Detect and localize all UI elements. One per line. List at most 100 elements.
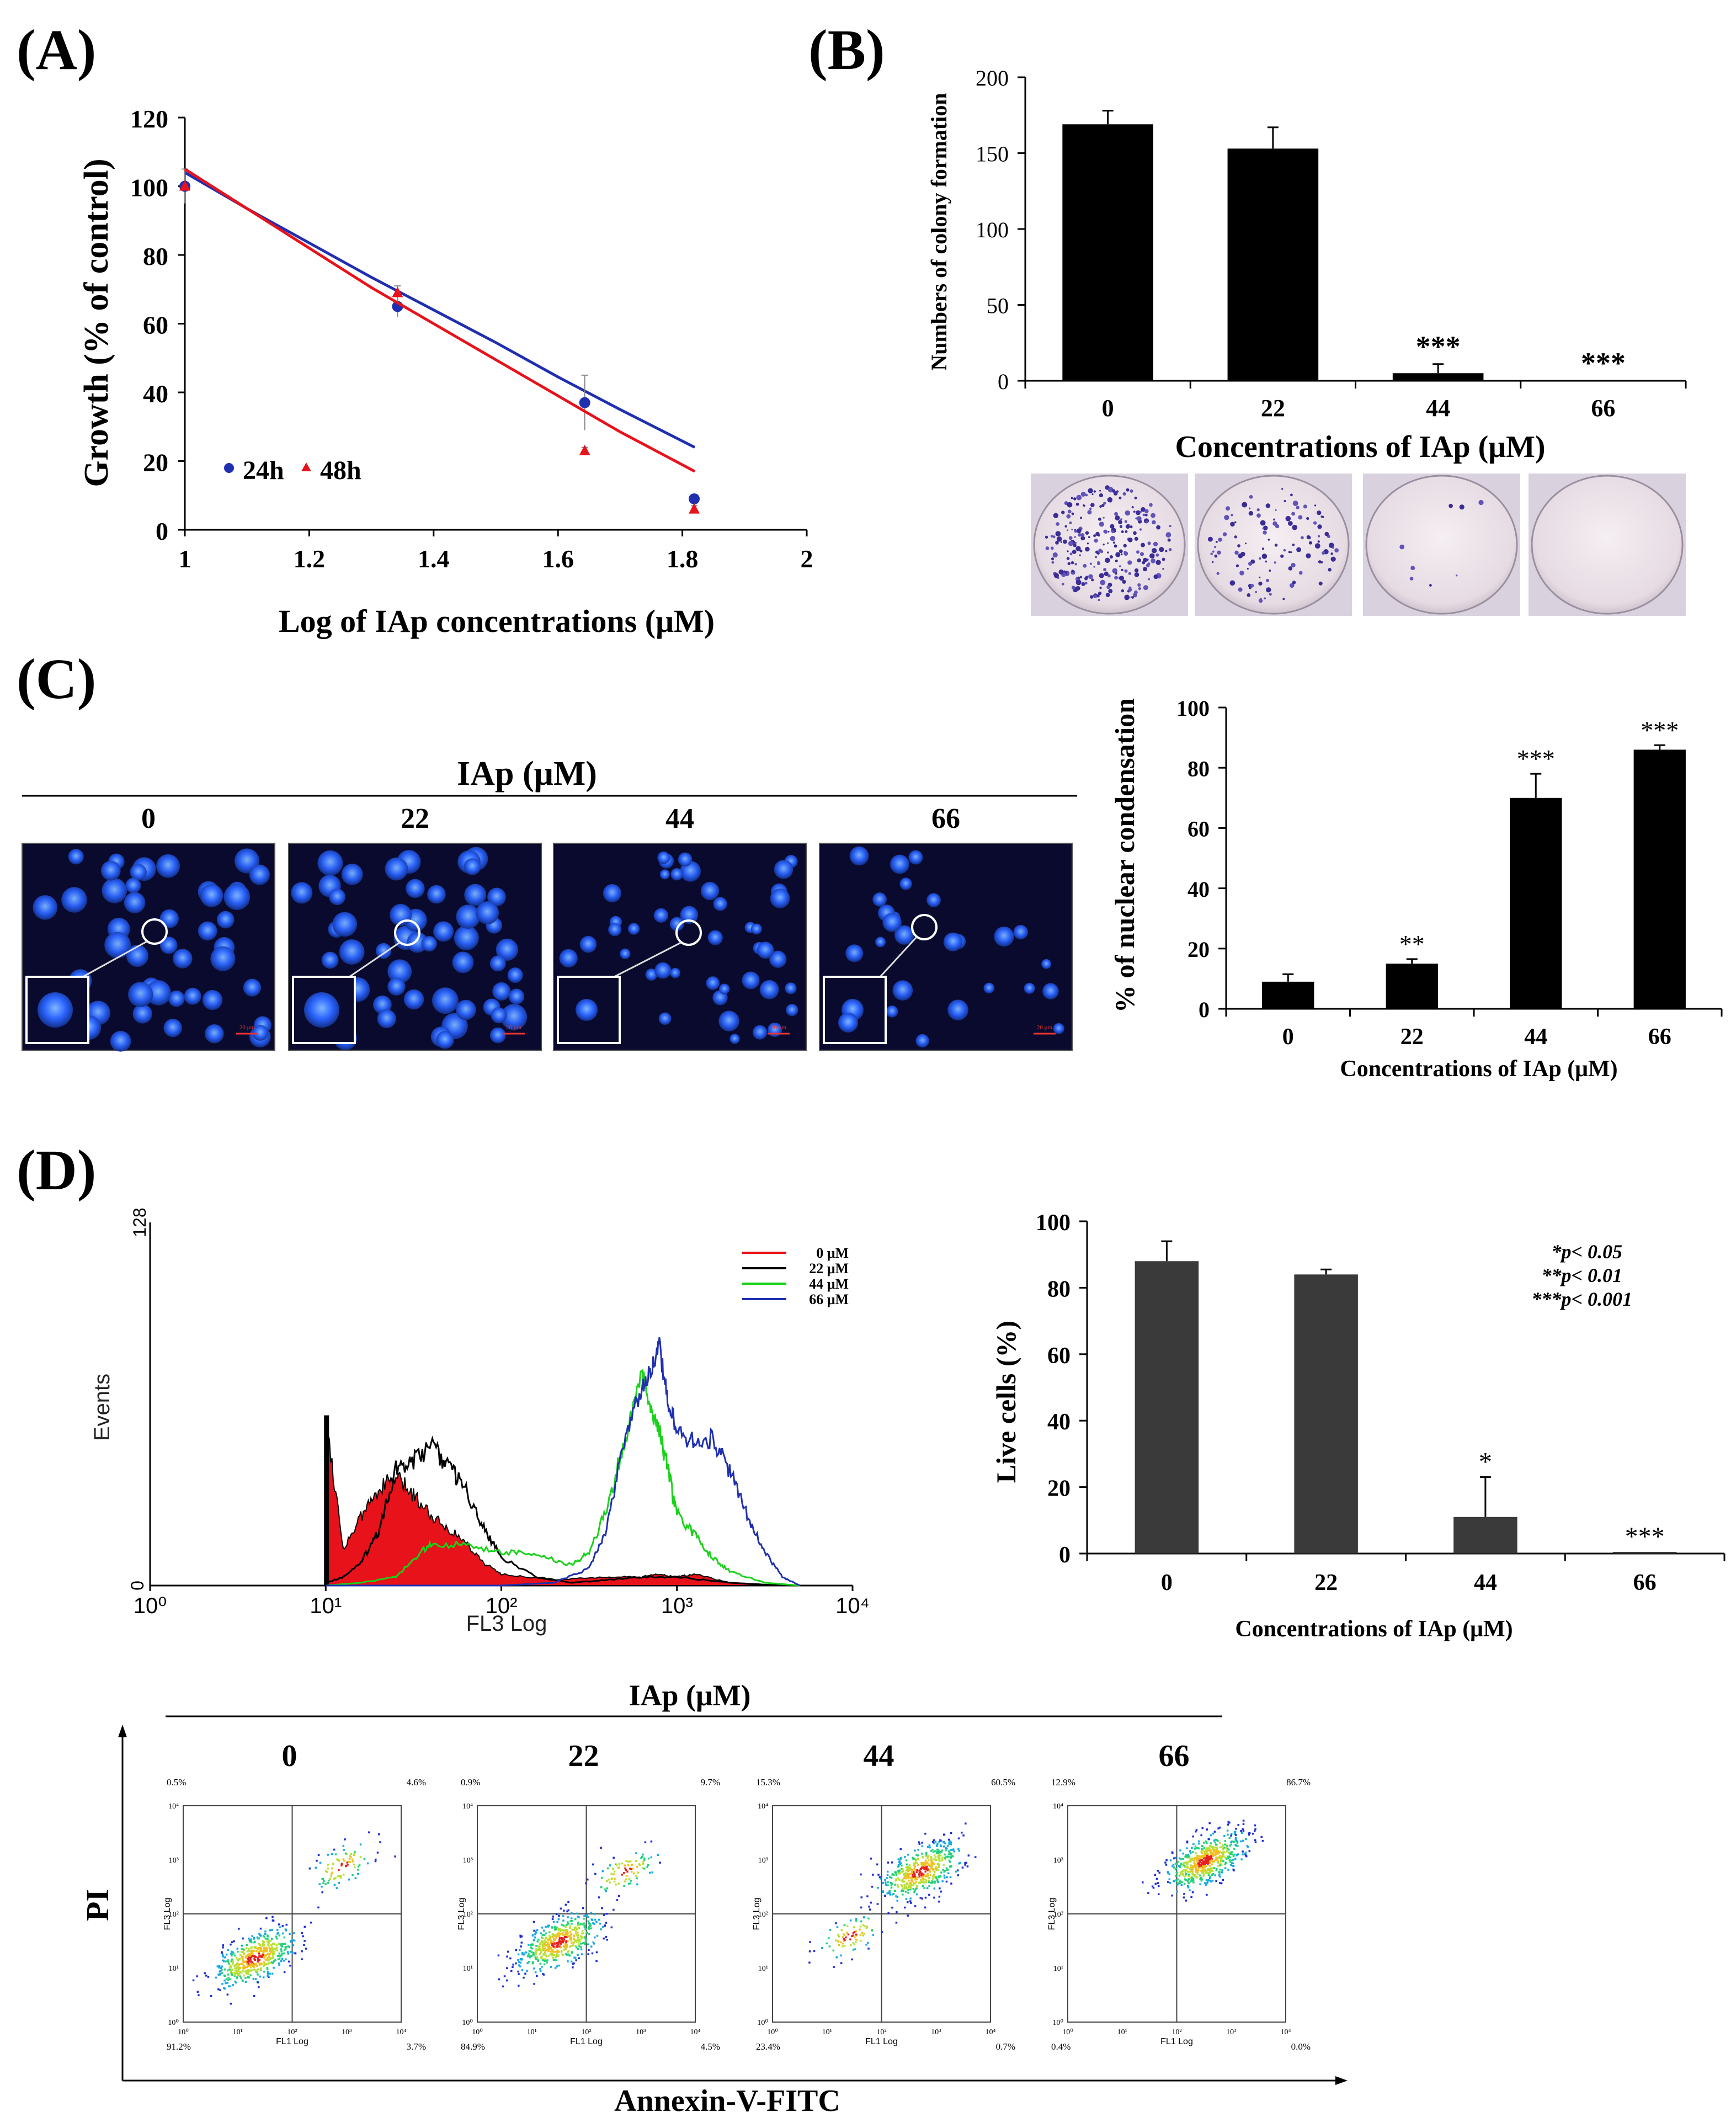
nucleus bbox=[339, 939, 365, 965]
dotplot-x-tick: 10² bbox=[876, 2028, 886, 2036]
colony bbox=[1300, 536, 1304, 540]
event-dot bbox=[1196, 1871, 1199, 1874]
event-dot bbox=[849, 1938, 851, 1940]
y-tick-label: 100 bbox=[130, 174, 168, 202]
colony bbox=[1217, 550, 1221, 555]
event-dot bbox=[917, 1849, 919, 1851]
event-dot bbox=[938, 1864, 940, 1866]
event-dot bbox=[230, 1943, 232, 1946]
event-dot bbox=[647, 1864, 649, 1866]
event-dot bbox=[565, 1932, 567, 1934]
event-dot bbox=[895, 1874, 898, 1876]
event-dot bbox=[303, 1925, 306, 1928]
event-dot bbox=[348, 1878, 350, 1881]
event-dot bbox=[907, 1889, 909, 1891]
colony bbox=[1318, 581, 1323, 586]
event-dot bbox=[284, 1948, 287, 1950]
event-dot bbox=[578, 1924, 581, 1927]
event-dot bbox=[849, 1919, 852, 1922]
event-dot bbox=[578, 1940, 581, 1943]
colony bbox=[1292, 501, 1298, 506]
event-dot bbox=[497, 1954, 500, 1957]
event-dot bbox=[821, 1947, 823, 1949]
event-dot bbox=[238, 1964, 240, 1967]
colony bbox=[1222, 532, 1227, 536]
event-dot bbox=[227, 1976, 230, 1979]
colony bbox=[1317, 540, 1320, 543]
event-dot bbox=[547, 1948, 550, 1950]
event-dot bbox=[340, 1875, 343, 1877]
event-dot bbox=[1229, 1861, 1232, 1863]
event-dot bbox=[301, 1932, 303, 1934]
event-dot bbox=[1194, 1857, 1196, 1859]
event-dot bbox=[1254, 1824, 1256, 1827]
nucleus bbox=[387, 959, 412, 984]
event-dot bbox=[1219, 1868, 1222, 1871]
event-dot bbox=[962, 1834, 965, 1837]
event-dot bbox=[534, 1933, 536, 1935]
colony bbox=[1256, 513, 1261, 518]
event-dot bbox=[1224, 1839, 1227, 1842]
event-dot bbox=[931, 1848, 934, 1851]
event-dot bbox=[624, 1867, 626, 1870]
event-dot bbox=[1183, 1875, 1186, 1878]
event-dot bbox=[1208, 1838, 1210, 1841]
colony bbox=[1168, 547, 1172, 551]
event-dot bbox=[910, 1879, 913, 1881]
colony bbox=[1093, 566, 1095, 568]
event-dot bbox=[331, 1853, 333, 1855]
event-dot bbox=[909, 1883, 912, 1886]
colony bbox=[1147, 541, 1151, 545]
nucleus bbox=[849, 846, 869, 866]
event-dot bbox=[232, 1984, 234, 1986]
event-dot bbox=[600, 1886, 603, 1889]
event-dot bbox=[565, 1953, 567, 1955]
event-dot bbox=[273, 1951, 275, 1953]
event-dot bbox=[547, 1924, 550, 1927]
event-dot bbox=[292, 1944, 295, 1946]
event-dot bbox=[931, 1880, 933, 1882]
colony bbox=[1282, 598, 1285, 600]
event-dot bbox=[353, 1854, 355, 1857]
event-dot bbox=[909, 1887, 912, 1890]
event-dot bbox=[526, 1962, 529, 1964]
event-dot bbox=[276, 1949, 279, 1952]
colony bbox=[1249, 495, 1253, 499]
event-dot bbox=[623, 1872, 625, 1874]
event-dot bbox=[640, 1857, 642, 1859]
event-dot bbox=[636, 1883, 638, 1886]
nucleus bbox=[489, 955, 506, 972]
event-dot bbox=[925, 1874, 927, 1877]
event-dot bbox=[884, 1895, 886, 1897]
event-dot bbox=[912, 1884, 914, 1886]
event-dot bbox=[914, 1877, 916, 1880]
quadrant-lr-value: 3.7% bbox=[407, 2041, 426, 2052]
event-dot bbox=[838, 1944, 840, 1946]
event-dot bbox=[926, 1875, 929, 1877]
colony bbox=[1115, 572, 1117, 575]
event-dot bbox=[221, 1972, 223, 1974]
event-dot bbox=[1196, 1858, 1199, 1860]
event-dot bbox=[1176, 1863, 1178, 1865]
event-dot bbox=[256, 1965, 258, 1967]
event-dot bbox=[609, 1881, 611, 1884]
colony bbox=[1142, 561, 1146, 565]
event-dot bbox=[539, 1962, 542, 1965]
event-dot bbox=[924, 1859, 927, 1861]
event-dot bbox=[1196, 1847, 1198, 1849]
event-dot bbox=[223, 1979, 226, 1982]
event-dot bbox=[575, 1940, 578, 1943]
event-dot bbox=[1215, 1846, 1217, 1849]
event-dot bbox=[948, 1838, 950, 1841]
event-dot bbox=[1200, 1876, 1202, 1879]
event-dot bbox=[1200, 1863, 1203, 1865]
event-dot bbox=[336, 1887, 338, 1889]
event-dot bbox=[950, 1843, 952, 1845]
event-dot bbox=[1199, 1883, 1201, 1886]
nucleus bbox=[670, 967, 680, 978]
event-dot bbox=[544, 1947, 547, 1949]
event-dot bbox=[920, 1876, 923, 1879]
event-dot bbox=[945, 1849, 947, 1852]
colony bbox=[1136, 510, 1141, 515]
